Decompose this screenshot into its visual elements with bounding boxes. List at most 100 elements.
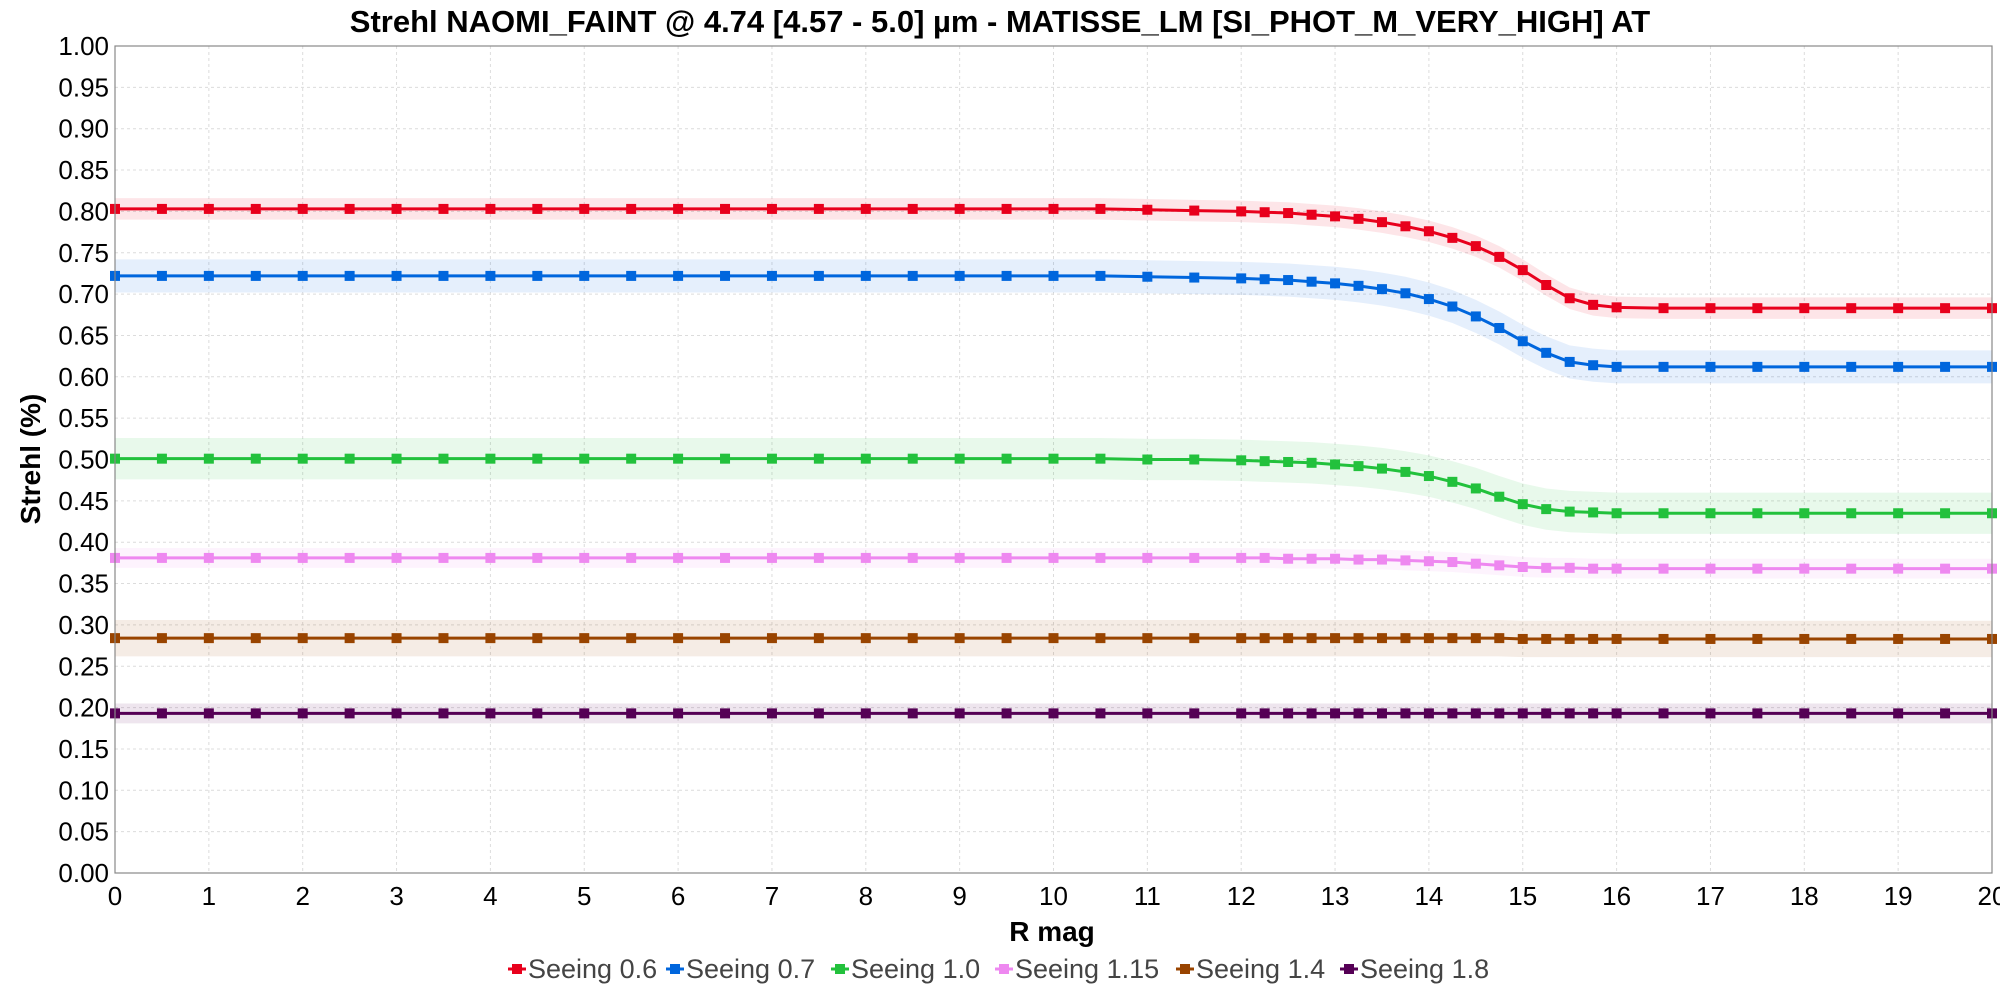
data-point [1470, 558, 1481, 569]
data-point [485, 203, 496, 214]
data-point [1142, 204, 1153, 215]
data-point [720, 453, 731, 464]
data-point [907, 453, 918, 464]
data-point [1705, 508, 1716, 519]
data-point [626, 453, 637, 464]
data-point [1893, 633, 1904, 644]
data-point [1564, 633, 1575, 644]
y-tick-label: 0.90 [58, 114, 109, 144]
data-point [1048, 270, 1059, 281]
x-axis-label: R mag [1009, 916, 1095, 947]
data-point [813, 203, 824, 214]
data-point [297, 453, 308, 464]
data-point [1376, 554, 1387, 565]
y-tick-label: 0.30 [58, 610, 109, 640]
y-tick-label: 0.55 [58, 403, 109, 433]
data-point [1423, 294, 1434, 305]
data-point [438, 453, 449, 464]
data-point [1259, 552, 1270, 563]
data-point [766, 453, 777, 464]
y-tick-label: 0.10 [58, 775, 109, 805]
y-tick-label: 0.45 [58, 486, 109, 516]
data-point [438, 633, 449, 644]
data-point [1283, 708, 1294, 719]
y-tick-label: 0.70 [58, 279, 109, 309]
data-point [1330, 459, 1341, 470]
data-point [579, 633, 590, 644]
data-point [1611, 302, 1622, 313]
data-point [1330, 211, 1341, 222]
data-point [344, 633, 355, 644]
data-point [1893, 508, 1904, 519]
data-point [1705, 633, 1716, 644]
series-band [115, 259, 1992, 384]
data-point [1752, 303, 1763, 314]
data-point [673, 203, 684, 214]
data-point [1189, 708, 1200, 719]
data-point [1541, 504, 1552, 515]
legend-item: Seeing 1.4 [1176, 954, 1325, 984]
data-point [673, 552, 684, 563]
legend-label: Seeing 0.7 [686, 954, 815, 984]
data-point [1283, 275, 1294, 286]
data-point [156, 552, 167, 563]
data-point [297, 552, 308, 563]
data-point [1893, 563, 1904, 574]
data-point [860, 270, 871, 281]
data-point [1353, 280, 1364, 291]
x-tick-label: 20 [1978, 881, 2000, 911]
data-point [1494, 491, 1505, 502]
data-point [532, 633, 543, 644]
series-markers [110, 552, 1997, 574]
data-point [1470, 633, 1481, 644]
data-point [1330, 553, 1341, 564]
data-point [673, 453, 684, 464]
data-point [1564, 708, 1575, 719]
data-point [766, 708, 777, 719]
y-tick-label: 1.00 [58, 31, 109, 61]
data-point [907, 270, 918, 281]
data-point [1541, 708, 1552, 719]
data-point [1705, 708, 1716, 719]
data-point [391, 633, 402, 644]
data-point [673, 633, 684, 644]
x-tick-label: 11 [1134, 881, 1161, 911]
chart-title: Strehl NAOMI_FAINT @ 4.74 [4.57 - 5.0] µ… [350, 4, 1650, 39]
data-point [766, 552, 777, 563]
data-point [485, 708, 496, 719]
data-point [579, 203, 590, 214]
data-point [1846, 508, 1857, 519]
x-axis-ticks: 0 1 2 3 4 5 6 7 8 9 10 11 12 13 14 15 16 17 18 19 20 [108, 881, 2000, 911]
data-point [438, 552, 449, 563]
data-point [1001, 270, 1012, 281]
data-point [250, 270, 261, 281]
y-tick-label: 0.80 [58, 196, 109, 226]
data-point [391, 270, 402, 281]
data-point [954, 270, 965, 281]
data-point [1001, 453, 1012, 464]
data-point [954, 708, 965, 719]
data-point [1095, 270, 1106, 281]
data-point [1236, 455, 1247, 466]
data-point [1376, 633, 1387, 644]
data-point [907, 203, 918, 214]
data-point [1517, 562, 1528, 573]
data-point [485, 552, 496, 563]
y-axis-label: Strehl (%) [15, 394, 46, 525]
legend-item: Seeing 1.15 [995, 954, 1159, 984]
data-point [1142, 633, 1153, 644]
data-point [1306, 553, 1317, 564]
data-point [1658, 303, 1669, 314]
data-point [813, 552, 824, 563]
legend: Seeing 0.6 Seeing 0.7 Seeing 1.0 Seeing 1.1… [508, 954, 1489, 984]
data-point [766, 633, 777, 644]
data-point [626, 552, 637, 563]
data-point [1142, 552, 1153, 563]
data-point [344, 453, 355, 464]
data-point [156, 633, 167, 644]
data-point [626, 633, 637, 644]
data-point [1259, 708, 1270, 719]
data-point [860, 633, 871, 644]
x-tick-label: 12 [1227, 881, 1256, 911]
data-point [1400, 633, 1411, 644]
